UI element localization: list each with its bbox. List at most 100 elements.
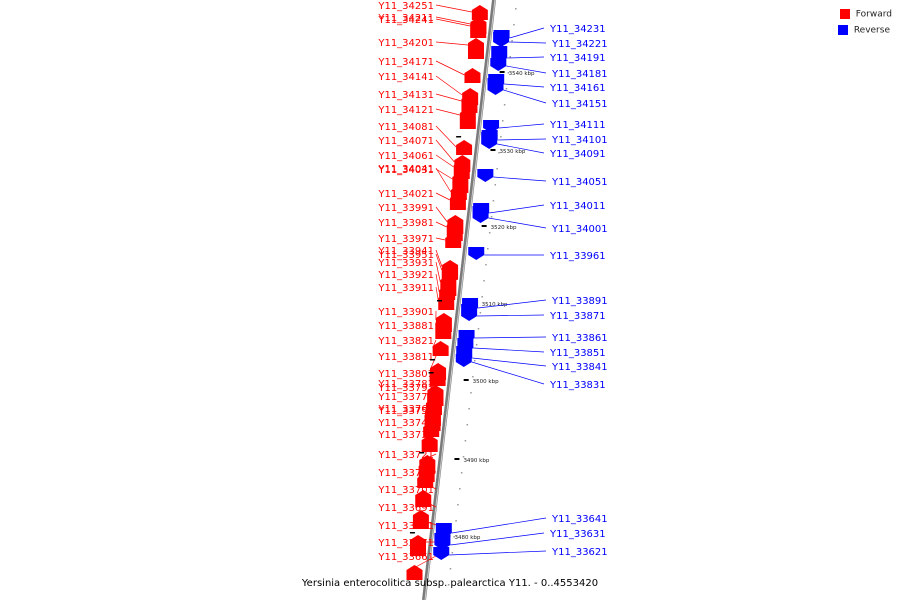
reverse-gene-arrow [487,78,504,95]
forward-gene-leader [429,355,437,371]
forward-gene-label: Y11_33931 [377,258,434,269]
forward-gene-leader [435,221,447,228]
forward-gene-leader [435,286,439,301]
reverse-gene-label: Y11_33831 [549,380,606,391]
forward-gene-label: Y11_33711 [377,468,434,479]
reverse-gene-leader [451,517,547,534]
reverse-gene-label: Y11_34001 [551,224,608,235]
reverse-gene-arrow [472,206,489,223]
scale-label: 3500 kbp [473,379,499,385]
forward-gene-label: Y11_34141 [377,72,434,83]
forward-gene-leader [435,206,448,223]
forward-gene-leader [435,60,465,76]
forward-gene-arrow [449,193,466,210]
axis-dot [492,200,495,202]
forward-gene-leader [423,421,437,430]
forward-gene-label: Y11_33811 [377,352,434,363]
forward-gene-leader [435,139,455,163]
forward-gene-arrow [429,367,446,386]
reverse-gene-leader [471,361,545,385]
axis-dot [457,504,459,506]
reverse-swatch [837,25,848,35]
forward-gene-leader [435,93,462,102]
forward-gene-label: Y11_33751 [377,406,434,417]
forward-gene-arrow [432,341,449,356]
reverse-gene-label: Y11_33631 [549,529,606,540]
reverse-gene-label: Y11_33861 [551,333,608,344]
axis-dot [513,24,515,26]
axis-dot [494,184,497,186]
reverse-gene-arrow [455,354,472,367]
forward-gene-leader [417,479,437,490]
forward-gene-label: Y11_33671 [377,538,434,549]
axis-dot [474,360,476,362]
reverse-gene-label: Y11_33851 [549,348,606,359]
forward-gene-arrow [471,5,488,20]
forward-gene-arrow [421,435,438,452]
forward-gene-leader [435,249,443,268]
marker-dash [437,300,442,302]
axis-dot [475,344,478,346]
marker-dash [428,372,434,374]
scale-label: 3510 kbp [482,302,508,308]
reverse-gene-leader [497,143,545,154]
axis-dot [479,312,482,314]
marker-dash [419,452,425,454]
axis-dot [488,232,491,234]
forward-gene-leader [418,467,437,473]
reverse-gene-leader [509,27,545,39]
forward-gene-label: Y11_34031 [377,165,434,176]
forward-gene-leader [435,253,443,271]
forward-gene-label: Y11_33731 [377,430,434,441]
forward-gene-label: Y11_33771 [377,392,434,403]
marker-dash [430,359,436,361]
axis-dot [472,376,474,378]
forward-gene-label: Y11_33661 [377,552,434,563]
axis-dot [462,456,465,458]
forward-gene-leader [435,261,441,283]
axis-dot [496,168,498,170]
axis-dot [485,264,487,266]
reverse-gene-label: Y11_34151 [551,99,608,110]
forward-gene-leader [435,168,453,180]
reverse-gene-arrow [481,132,498,149]
reverse-gene-arrow [468,247,485,260]
reverse-gene-leader [474,336,547,339]
forward-gene-label: Y11_33911 [377,283,434,294]
axis-dot [483,280,485,282]
genome-axis [422,0,496,600]
forward-gene-arrow [410,535,426,556]
forward-gene-label: Y11_34171 [377,57,434,68]
forward-gene-label: Y11_33901 [377,307,434,318]
axis-dot [511,40,513,42]
scale-label: 3540 kbp [509,71,535,77]
axis-dot [464,440,467,442]
forward-gene-leader [435,41,469,46]
reverse-gene-leader [472,357,547,367]
forward-gene-label: Y11_33971 [377,234,434,245]
forward-gene-label: Y11_33951 [377,250,434,261]
reverse-gene-leader [473,347,545,353]
axis-dot [477,328,480,330]
reverse-gene-label: Y11_34101 [551,135,608,146]
forward-gene-leader [406,555,437,573]
reverse-gene-leader [506,65,547,74]
forward-gene-label: Y11_34251 [377,1,434,12]
axis-dot [447,584,450,586]
axis-dot [460,472,463,474]
axis-dot [509,56,511,58]
forward-gene-label: Y11_33881 [377,321,434,332]
forward-gene-label: Y11_34131 [377,90,434,101]
legend-forward: Forward [839,9,892,20]
axis-dot [466,424,469,426]
forward-gene-leader [435,108,460,116]
forward-gene-label: Y11_34021 [377,189,434,200]
axis-dot [453,536,455,538]
axis-dot [500,136,502,138]
axis-dot [487,248,489,250]
reverse-gene-label: Y11_34111 [549,120,606,131]
forward-gene-arrow [445,233,462,248]
reverse-gene-label: Y11_34161 [549,83,606,94]
forward-gene-label: Y11_33701 [377,485,434,496]
forward-gene-leader [419,453,437,463]
